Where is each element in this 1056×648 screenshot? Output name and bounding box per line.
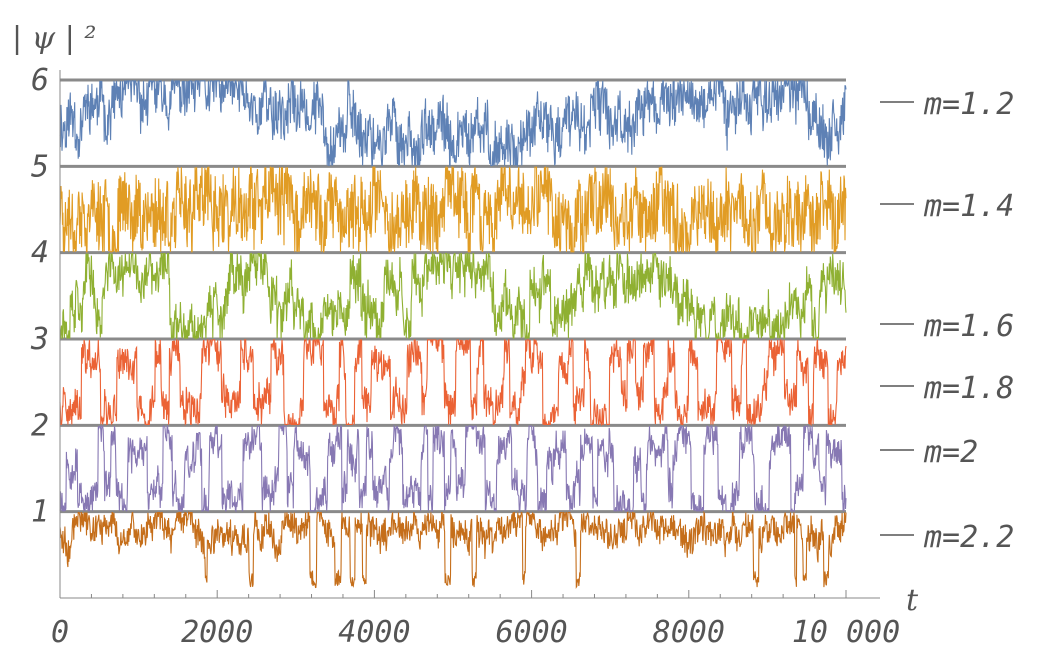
- x-tick-label: 6000: [495, 615, 567, 648]
- series-line-m=2.2: [59, 510, 847, 589]
- axes: [59, 70, 880, 599]
- y-axis-label: | ψ | ²: [12, 21, 96, 56]
- series-line-m=1.2: [59, 79, 847, 168]
- band-separators: [60, 78, 846, 514]
- series-line-m=1.4: [59, 165, 847, 253]
- series-line-m=2: [59, 424, 847, 513]
- legend-label: m=1.2: [923, 87, 1014, 122]
- legend-label: m=2: [923, 435, 978, 470]
- y-tick-label: 3: [30, 322, 49, 357]
- y-tick-label: 6: [31, 63, 49, 98]
- x-tick-label: 8000: [653, 615, 725, 648]
- legend-label: m=1.4: [923, 189, 1014, 224]
- series-line-m=1.8: [59, 338, 847, 427]
- y-tick-label: 5: [31, 149, 49, 184]
- x-tick-label: 4000: [338, 615, 410, 648]
- series-line-m=1.6: [59, 251, 847, 341]
- legend-label: m=1.8: [923, 371, 1014, 406]
- x-tick-label: 0: [51, 615, 69, 648]
- x-tick-label: 10 000: [792, 615, 900, 648]
- x-ticks: 0 2000 4000 6000 8000 10 000: [51, 590, 900, 648]
- legend-label: m=2.2: [923, 520, 1014, 555]
- legend: m=1.2 m=1.4 m=1.6 m=1.8 m=2 m=2.2: [880, 87, 1014, 555]
- y-tick-label: 4: [31, 236, 49, 271]
- y-tick-label: 2: [31, 408, 49, 443]
- legend-label: m=1.6: [923, 309, 1014, 344]
- y-tick-label: 1: [31, 495, 49, 530]
- x-axis-label: t: [906, 583, 919, 618]
- x-tick-label: 2000: [181, 615, 253, 648]
- y-ticks: 1 2 3 4 5 6: [30, 63, 49, 530]
- series-layer: [59, 79, 847, 589]
